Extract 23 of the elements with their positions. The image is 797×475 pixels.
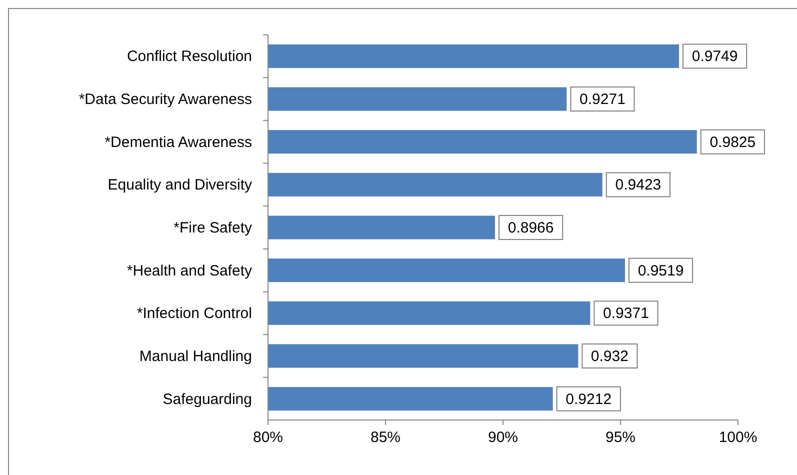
data-label: 0.9749 <box>692 48 738 66</box>
data-label: 0.932 <box>590 348 628 365</box>
y-tick-label: *Infection Control <box>136 305 252 322</box>
y-tick-label: *Dementia Awareness <box>104 134 252 151</box>
data-label: 0.9519 <box>638 262 684 280</box>
data-label: 0.9371 <box>603 305 649 322</box>
y-tick-label: *Data Security Awareness <box>78 91 252 108</box>
y-tick-label: *Fire Safety <box>174 220 252 236</box>
y-tick-label: Equality and Diversity <box>108 176 252 194</box>
x-tick-label: 80% <box>252 429 284 446</box>
x-tick-label: 90% <box>488 429 518 446</box>
data-label: 0.9423 <box>615 176 662 194</box>
x-tick-label: 95% <box>605 429 636 446</box>
y-tick-label: *Health and Safety <box>126 262 252 280</box>
y-tick-label: Conflict Resolution <box>126 48 252 66</box>
data-label: 0.9271 <box>580 91 626 108</box>
y-tick-label: Safeguarding <box>162 390 252 408</box>
data-label: 0.9825 <box>710 134 756 151</box>
x-tick-label: 100% <box>718 429 758 446</box>
y-tick-label: Manual Handling <box>139 348 252 365</box>
data-label: 0.8966 <box>508 220 554 236</box>
x-tick-label: 85% <box>370 429 401 446</box>
data-label: 0.9212 <box>566 390 612 408</box>
